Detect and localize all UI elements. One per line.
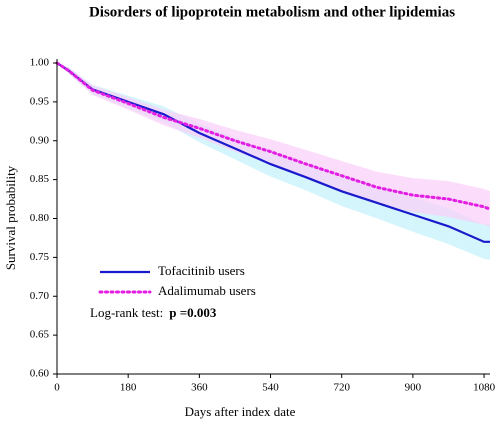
- y-tick-label: 0.65: [30, 329, 50, 341]
- legend-label: Adalimumab users: [158, 283, 256, 298]
- x-axis-label: Days after index date: [185, 404, 296, 419]
- x-tick-label: 900: [405, 382, 422, 394]
- y-tick-label: 0.75: [30, 251, 50, 263]
- y-tick-label: 0.70: [30, 290, 50, 302]
- confidence-band: [92, 85, 129, 110]
- annotation-value: p =0.003: [169, 305, 217, 320]
- survival-curve: [55, 61, 492, 211]
- annotation-text: Log-rank test:: [90, 305, 163, 320]
- x-tick-label: 1080: [473, 382, 496, 394]
- y-axis-label: Survival probability: [3, 165, 18, 270]
- y-tick-label: 0.90: [30, 134, 50, 146]
- annotation: Log-rank test: p =0.003: [90, 305, 217, 320]
- y-tick-label: 0.85: [30, 173, 50, 185]
- y-tick-label: 0.95: [30, 95, 50, 107]
- x-tick-label: 180: [120, 382, 137, 394]
- legend-label: Tofacitinib users: [158, 263, 245, 278]
- x-tick-label: 0: [54, 382, 60, 394]
- x-tick-label: 720: [333, 382, 350, 394]
- y-tick-label: 1.00: [30, 57, 50, 69]
- confidence-band: [57, 63, 69, 74]
- x-tick-label: 540: [262, 382, 279, 394]
- x-tick-label: 360: [191, 382, 208, 394]
- y-tick-label: 0.80: [30, 212, 50, 224]
- y-tick-label: 0.60: [30, 368, 50, 380]
- chart-title: Disorders of lipoprotein metabolism and …: [89, 4, 455, 20]
